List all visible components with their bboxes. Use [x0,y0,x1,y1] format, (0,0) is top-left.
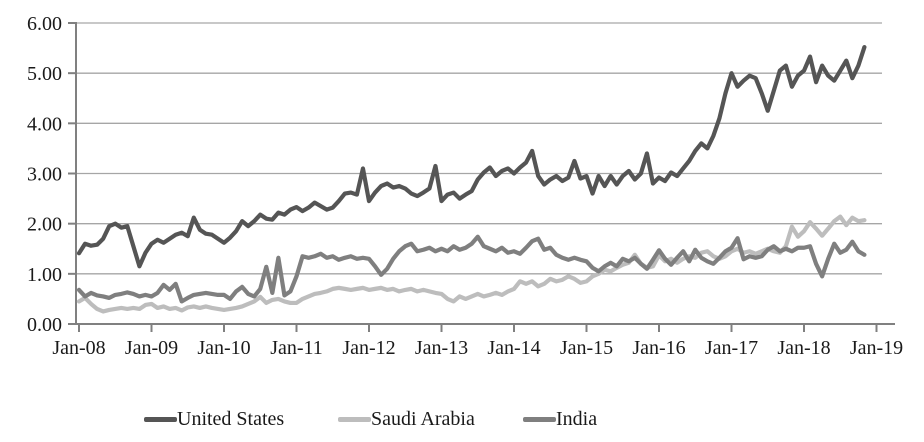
series-line-saudi-arabia [76,214,867,314]
x-tick-label: Jan-18 [777,337,830,359]
x-tick-label: Jan-19 [850,337,903,359]
legend-item-india: India [523,405,597,433]
legend-label-saudi-arabia: Saudi Arabia [371,408,475,430]
x-tick-label: Jan-11 [270,337,323,359]
x-tick-label: Jan-17 [705,337,758,359]
x-tick-label: Jan-12 [342,337,395,359]
y-tick-label: 0.00 [27,314,62,336]
series-line-united-states [76,44,867,269]
x-tick-label: Jan-10 [197,337,250,359]
y-tick-label: 3.00 [27,163,62,185]
legend-label-india: India [556,408,598,430]
legend-label-united-states: United States [177,408,285,430]
y-tick-label: 2.00 [27,214,62,236]
y-tick-label: 5.00 [27,63,62,85]
x-tick-label: Jan-16 [632,337,685,359]
x-tick-label: Jan-08 [52,337,105,359]
legend-swatch-india-icon [523,416,556,422]
y-tick-label: 4.00 [27,113,62,135]
x-tick-label: Jan-09 [125,337,178,359]
x-tick-label: Jan-15 [560,337,613,359]
y-tick-label: 1.00 [27,264,62,286]
x-tick-label: Jan-14 [487,337,540,359]
x-tick-label: Jan-13 [415,337,468,359]
legend-item-united-states: United States [144,405,284,433]
series-line-india [76,234,867,304]
legend-item-saudi-arabia: Saudi Arabia [338,405,475,433]
chart-legend: United States Saudi Arabia India [0,405,924,435]
y-tick-label: 6.00 [27,13,62,35]
legend-swatch-united-states-icon [144,416,177,422]
legend-swatch-saudi-arabia-icon [338,416,371,422]
